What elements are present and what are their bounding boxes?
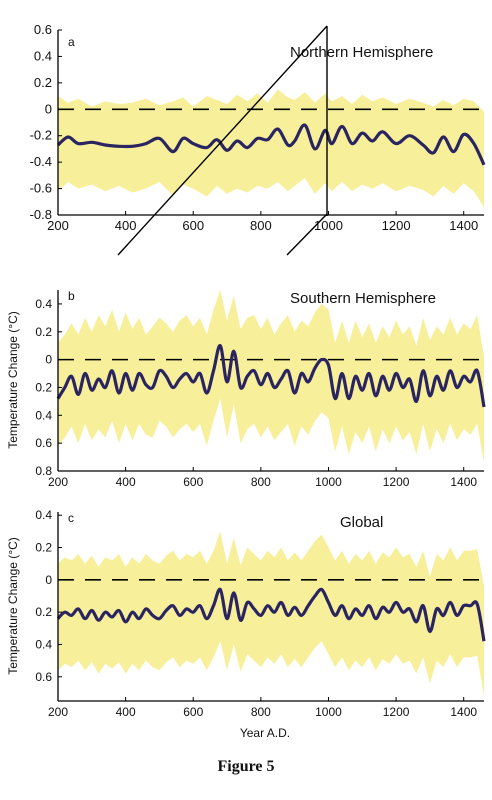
- x-tick-label: 600: [183, 705, 203, 719]
- y-tick-label: 0.2: [35, 380, 52, 394]
- y-tick-label: -0.8: [30, 207, 52, 222]
- temperature-series-line: [56, 587, 486, 642]
- x-tick-label: 1200: [383, 475, 410, 489]
- y-tick-label: -0.2: [30, 128, 52, 143]
- x-tick-label: 1400: [449, 218, 478, 233]
- y-tick-label: 0: [45, 353, 52, 367]
- x-tick-label: 400: [115, 218, 137, 233]
- x-axis-label: Year A.D.: [240, 726, 290, 740]
- y-tick-label: 0.2: [35, 325, 52, 339]
- x-tick-label: 600: [182, 218, 204, 233]
- panel-letter: a: [68, 35, 75, 49]
- uncertainty-band: [58, 531, 484, 697]
- x-tick-label: 800: [250, 218, 272, 233]
- x-tick-label: 200: [48, 475, 68, 489]
- y-tick-label: 0.6: [34, 22, 52, 37]
- y-tick-label: 0.2: [35, 605, 52, 619]
- panel-title: Northern Hemisphere: [290, 44, 433, 61]
- y-tick-label: 0.2: [35, 541, 52, 555]
- y-tick-label: 0.6: [35, 670, 52, 684]
- panel-global: 0.4 0.2 0 0.2 0.4 0.6 200 400 600 800 1000 1200 1400…: [6, 508, 486, 740]
- y-axis-label: Temperature Change (°C): [6, 311, 20, 449]
- y-tick-label: 0.8: [35, 464, 52, 478]
- y-tick-label: -0.6: [30, 181, 52, 196]
- overlay-lines: [117, 25, 328, 256]
- y-tick-label: 0: [45, 573, 52, 587]
- y-tick-label: 0.4: [35, 297, 52, 311]
- x-tick-label: 1400: [450, 475, 477, 489]
- uncertainty-band: [58, 89, 484, 208]
- y-tick-label: 0.2: [34, 75, 52, 90]
- y-axis-label: Temperature Change (°C): [6, 537, 20, 675]
- x-tick-label: 200: [48, 705, 68, 719]
- y-tick-label: 0.4: [35, 508, 52, 522]
- y-tick-label: 0.4: [35, 637, 52, 651]
- y-tick-label: 0.6: [35, 436, 52, 450]
- x-tick-label: 400: [116, 475, 136, 489]
- temperature-series-line: [56, 344, 486, 408]
- x-tick-label: 1000: [314, 218, 343, 233]
- panel-letter: c: [68, 511, 74, 525]
- x-tick-label: 1200: [383, 705, 410, 719]
- temperature-series-line: [56, 123, 486, 166]
- x-tick-label: 200: [47, 218, 69, 233]
- diagonal-overlay-line: [117, 25, 328, 256]
- x-tick-label: 1400: [450, 705, 477, 719]
- y-tick-label: 0.4: [34, 48, 52, 63]
- x-tick-label: 400: [116, 705, 136, 719]
- x-tick-label: 1000: [315, 705, 342, 719]
- y-tick-label: 0: [45, 101, 52, 116]
- panel-title: Global: [340, 514, 383, 531]
- y-tick-label: 0.4: [35, 408, 52, 422]
- short-diagonal-overlay-line: [286, 213, 328, 256]
- x-tick-label: 1200: [382, 218, 411, 233]
- x-tick-label: 800: [251, 705, 271, 719]
- panel-title: Southern Hemisphere: [290, 290, 436, 307]
- x-tick-label: 800: [251, 475, 271, 489]
- figure-caption: Figure 5: [217, 758, 275, 775]
- x-tick-label: 1000: [315, 475, 342, 489]
- y-tick-label: -0.4: [30, 154, 52, 169]
- x-tick-label: 600: [183, 475, 203, 489]
- panel-letter: b: [68, 289, 75, 303]
